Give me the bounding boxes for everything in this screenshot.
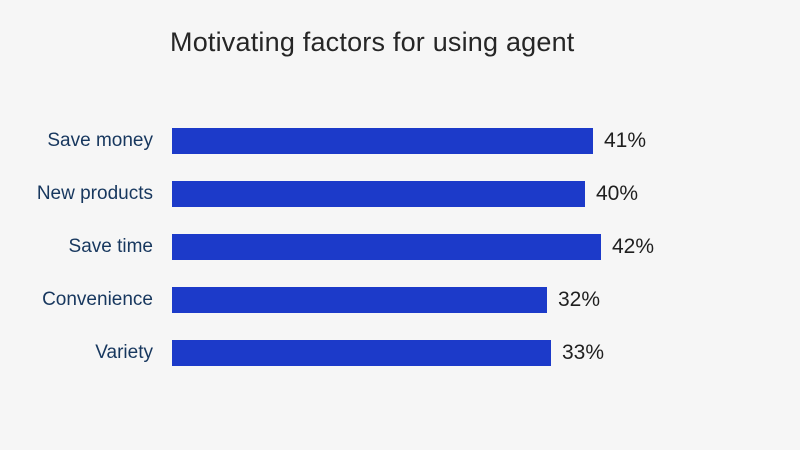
value-label: 41% bbox=[604, 129, 647, 152]
chart-title: Motivating factors for using agent bbox=[170, 27, 575, 57]
bar bbox=[172, 181, 585, 207]
bar-rows: Save money 41% New products 40% Save tim… bbox=[0, 128, 800, 393]
bar-row: Variety 33% bbox=[0, 340, 800, 366]
bar bbox=[172, 234, 601, 260]
category-label: Save time bbox=[68, 236, 153, 257]
bar-row: Save money 41% bbox=[0, 128, 800, 154]
bar bbox=[172, 287, 547, 313]
bar-row: Convenience 32% bbox=[0, 287, 800, 313]
value-label: 32% bbox=[558, 288, 601, 311]
bar bbox=[172, 128, 593, 154]
bar-row: Save time 42% bbox=[0, 234, 800, 260]
bar bbox=[172, 340, 551, 366]
category-label: Variety bbox=[95, 342, 153, 363]
category-label: New products bbox=[36, 183, 153, 204]
bar-row: New products 40% bbox=[0, 181, 800, 207]
value-label: 33% bbox=[562, 341, 605, 364]
category-label: Save money bbox=[47, 130, 153, 151]
value-label: 40% bbox=[596, 182, 639, 205]
category-label: Convenience bbox=[42, 289, 153, 310]
value-label: 42% bbox=[612, 235, 655, 258]
